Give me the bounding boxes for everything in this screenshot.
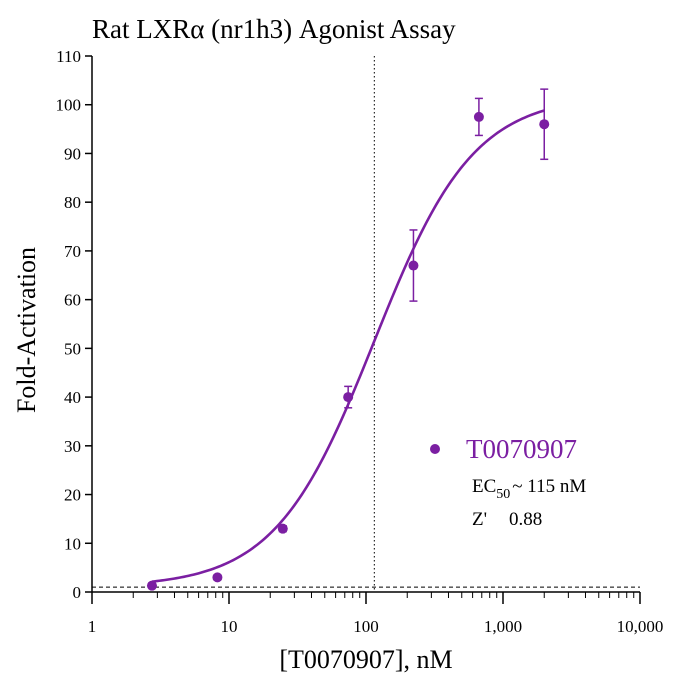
y-tick-label-100: 100 — [56, 96, 82, 115]
y-tick-label-110: 110 — [56, 47, 81, 66]
legend-marker-t0070907 — [430, 444, 440, 454]
legend-entry-t0070907: T0070907 — [466, 434, 577, 464]
ec50-value: ~ 115 nM — [512, 476, 586, 497]
y-axis-label: Fold-Activation — [12, 247, 41, 413]
x-axis-label: [T0070907], nM — [279, 645, 452, 673]
y-tick-label-30: 30 — [64, 437, 81, 456]
x-tick-label-10: 10 — [221, 617, 238, 636]
data-point-7 — [539, 119, 550, 130]
y-tick-label-90: 90 — [64, 144, 81, 163]
data-point-1 — [146, 580, 157, 591]
y-tick-label-20: 20 — [64, 486, 81, 505]
ec50-subscript: 50 — [496, 487, 510, 502]
legend-z-factor: Z' 0.88 — [472, 509, 542, 530]
data-point-4 — [343, 392, 354, 403]
data-point-2 — [212, 572, 223, 583]
z-label: Z' — [472, 509, 487, 530]
z-value: 0.88 — [509, 509, 542, 530]
y-tick-label-50: 50 — [64, 339, 81, 358]
y-tick-label-80: 80 — [64, 193, 81, 212]
ec50-prefix: EC — [472, 476, 496, 497]
y-tick-label-70: 70 — [64, 242, 81, 261]
y-tick-label-60: 60 — [64, 291, 81, 310]
x-tick-label-10000: 10,000 — [617, 617, 664, 636]
y-tick-label-0: 0 — [73, 583, 82, 602]
x-tick-label-1000: 1,000 — [484, 617, 522, 636]
data-point-3 — [277, 523, 288, 534]
legend-ec50: EC50 ~ 115 nM — [472, 476, 586, 502]
x-tick-label-100: 100 — [353, 617, 379, 636]
data-point-5 — [408, 260, 419, 271]
data-point-6 — [473, 111, 484, 122]
chart-title: Rat LXRα (nr1h3) Agonist Assay — [92, 14, 456, 44]
y-tick-label-40: 40 — [64, 388, 81, 407]
x-tick-label-1: 1 — [88, 617, 97, 636]
y-tick-label-10: 10 — [64, 534, 81, 553]
legend: T0070907 EC50 ~ 115 nM Z' 0.88 — [430, 434, 586, 530]
